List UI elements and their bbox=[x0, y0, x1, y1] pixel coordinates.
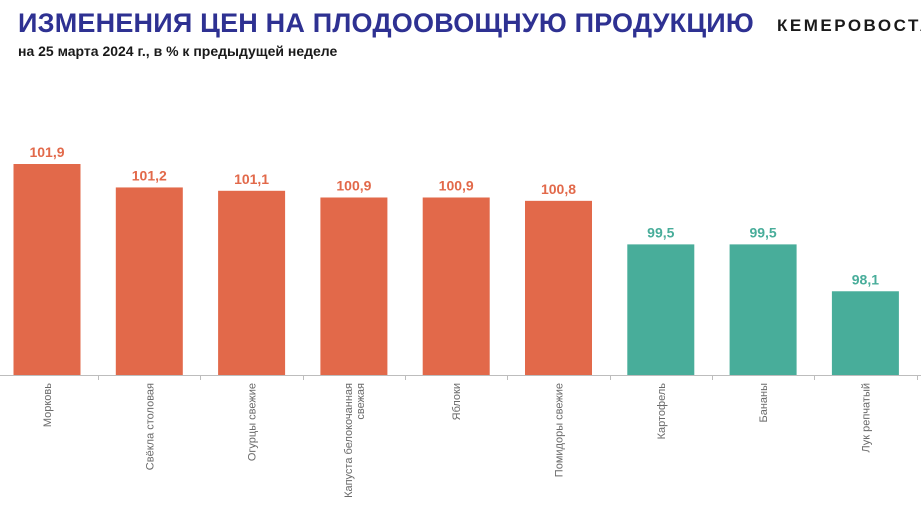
tick-label: Огурцы свежие bbox=[247, 383, 259, 461]
data-label: 99,5 bbox=[647, 224, 674, 240]
bar bbox=[218, 190, 286, 375]
tick-label: Свёкла столовая bbox=[144, 383, 156, 470]
data-label: 99,5 bbox=[749, 224, 776, 240]
data-label: 100,9 bbox=[336, 177, 371, 193]
bar bbox=[627, 244, 695, 375]
chart-title: ИЗМЕНЕНИЯ ЦЕН НА ПЛОДООВОЩНУЮ ПРОДУКЦИЮ bbox=[18, 8, 754, 38]
tick-label: Морковь bbox=[42, 383, 54, 427]
bar bbox=[320, 197, 388, 375]
data-label: 101,1 bbox=[234, 171, 269, 187]
bar bbox=[831, 291, 899, 375]
bar bbox=[115, 187, 183, 375]
bar bbox=[525, 200, 592, 375]
data-label: 101,9 bbox=[29, 144, 64, 160]
data-label: 100,8 bbox=[541, 181, 576, 197]
data-label: 100,9 bbox=[439, 177, 474, 193]
chart-subtitle: на 25 марта 2024 г., в % к предыдущей не… bbox=[18, 43, 338, 59]
data-label: 98,1 bbox=[852, 271, 879, 287]
brand-logo-text: КЕМЕРОВОСТАТ bbox=[777, 16, 921, 35]
bar bbox=[422, 197, 490, 375]
data-label: 101,2 bbox=[132, 167, 167, 183]
bar bbox=[729, 244, 797, 375]
tick-label: Лук репчатый bbox=[860, 383, 872, 453]
tick-label: Картофель bbox=[656, 383, 668, 440]
tick-label: Бананы bbox=[758, 383, 770, 423]
tick-label: Яблоки bbox=[451, 383, 463, 420]
tick-label: Помидоры свежие bbox=[554, 383, 566, 477]
tick-label: Капуста белокочаннаясвежая bbox=[343, 383, 367, 498]
bar bbox=[13, 164, 81, 375]
